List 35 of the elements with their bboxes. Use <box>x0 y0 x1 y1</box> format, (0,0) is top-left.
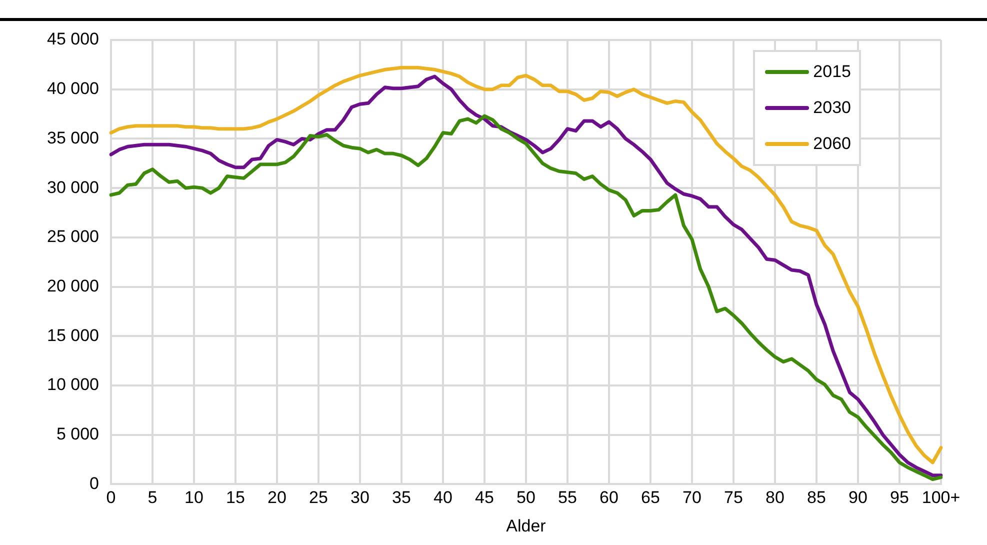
y-tick-label: 45 000 <box>46 30 99 49</box>
legend-label: 2060 <box>813 134 851 154</box>
legend-label: 2030 <box>813 98 851 118</box>
x-tick-label: 60 <box>600 488 618 508</box>
y-tick-label: 40 000 <box>46 79 99 98</box>
x-tick-label: 80 <box>766 488 784 508</box>
y-tick-label: 0 <box>90 474 99 493</box>
x-tick-label: 90 <box>848 488 868 508</box>
x-axis-title: Alder <box>506 516 546 536</box>
x-tick-label: 100+ <box>922 488 960 508</box>
x-tick-label: 35 <box>392 488 411 508</box>
x-tick-label: 25 <box>309 488 328 508</box>
x-tick-label: 0 <box>106 488 116 508</box>
y-tick-label: 5 000 <box>56 424 99 444</box>
y-tick-label: 15 000 <box>46 326 99 345</box>
legend-label: 2015 <box>813 62 851 82</box>
y-tick-label: 35 000 <box>46 128 99 148</box>
x-tick-label: 65 <box>641 488 660 508</box>
x-tick-label: 50 <box>516 488 536 508</box>
y-tick-label: 10 000 <box>46 375 99 394</box>
x-tick-label: 85 <box>807 488 826 508</box>
y-tick-label: 25 000 <box>46 227 99 246</box>
x-tick-label: 40 <box>434 488 452 508</box>
y-tick-label: 20 000 <box>46 276 99 296</box>
x-tick-label: 30 <box>350 488 370 508</box>
x-tick-label: 45 <box>475 488 494 508</box>
x-tick-label: 95 <box>890 488 909 508</box>
x-tick-label: 10 <box>184 488 204 508</box>
x-tick-label: 70 <box>682 488 702 508</box>
y-tick-label: 30 000 <box>46 178 99 197</box>
x-tick-label: 75 <box>724 488 743 508</box>
x-tick-label: 15 <box>226 488 245 508</box>
x-tick-label: 55 <box>558 488 577 508</box>
x-tick-label: 20 <box>268 488 286 508</box>
x-tick-label: 5 <box>148 488 158 508</box>
